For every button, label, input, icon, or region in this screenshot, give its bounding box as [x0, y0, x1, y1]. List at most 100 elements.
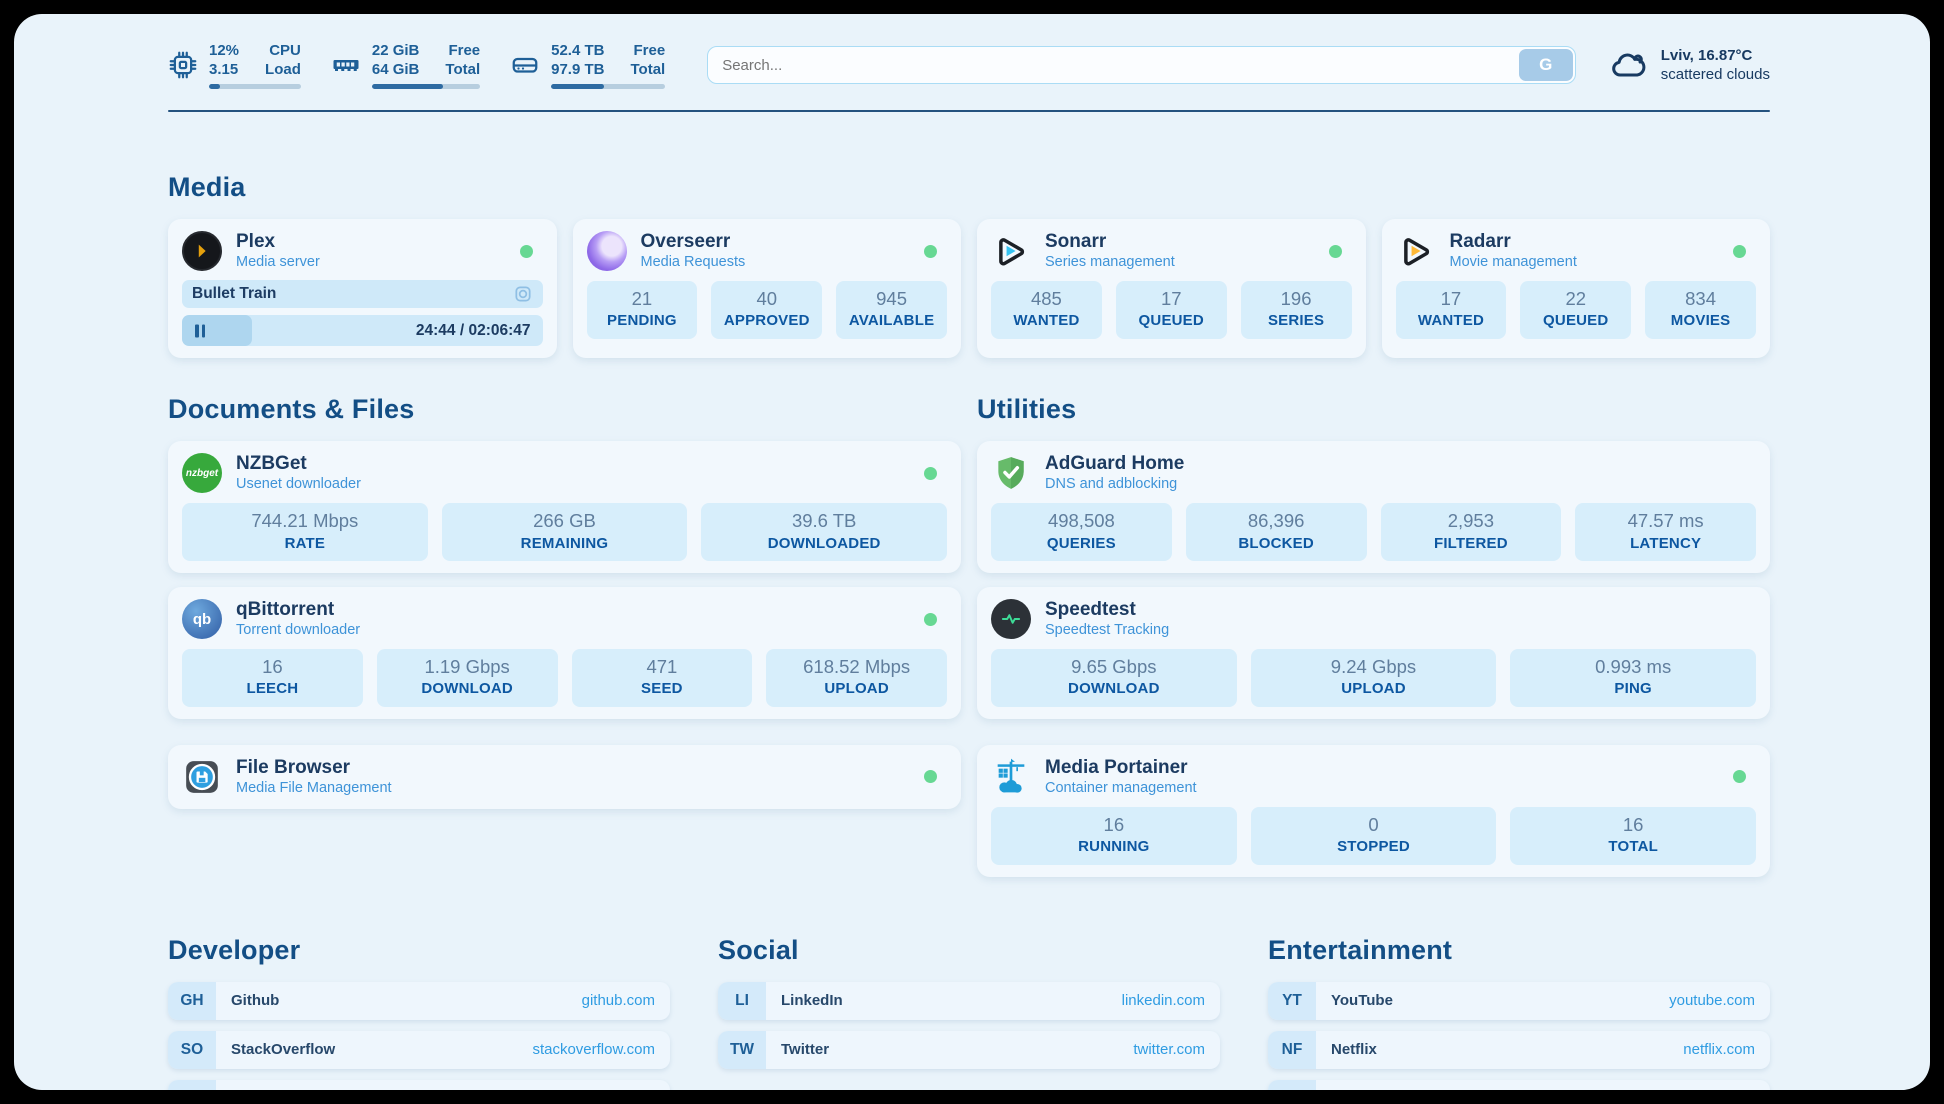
section-developer: Developer GH Github github.com SO StackO…: [168, 935, 670, 1090]
link-netflix[interactable]: NF Netflix netflix.com: [1268, 1030, 1770, 1069]
stat-queries: 498,508 QUERIES: [991, 503, 1172, 562]
pause-button[interactable]: [193, 322, 207, 339]
disk-total-label: Total: [630, 61, 666, 78]
status-dot: [1328, 244, 1342, 258]
stat-label: TOTAL: [1608, 838, 1658, 856]
stat-value: 9.24 Gbps: [1330, 656, 1417, 678]
filebrowser-icon: [182, 757, 222, 797]
app-title: AdGuard Home: [1045, 453, 1185, 475]
link-badge: LI: [718, 981, 766, 1020]
section-entertainment: Entertainment YT YouTube youtube.com NF …: [1268, 935, 1770, 1090]
ram-icon: [333, 60, 359, 71]
link-stackoverflow[interactable]: SO StackOverflow stackoverflow.com: [168, 1030, 670, 1069]
section-utilities: Utilities: [977, 394, 1770, 877]
disk-total-value: 97.9 TB: [551, 61, 605, 78]
link-twitter[interactable]: TW Twitter twitter.com: [718, 1030, 1220, 1069]
disk-stat-group: 52.4 TB 97.9 TB Free Total: [510, 41, 666, 90]
stat-value: 0.993 ms: [1595, 656, 1672, 678]
section-documents: Documents & Files nzbget NZBGet Usenet d…: [168, 394, 961, 876]
link-url[interactable]: stackoverflow.com: [532, 1041, 655, 1059]
link-linkedin[interactable]: LI LinkedIn linkedin.com: [718, 981, 1220, 1020]
disk-progress-track: [551, 84, 666, 90]
disk-free-value: 52.4 TB: [551, 41, 605, 59]
app-title: File Browser: [236, 756, 351, 778]
documents-section-title: Documents & Files: [168, 394, 415, 425]
card-nzbget[interactable]: nzbget NZBGet Usenet downloader 744.21 M…: [168, 441, 961, 574]
link-name: Netflix: [1331, 1041, 1377, 1059]
stat-label: MOVIES: [1670, 312, 1731, 330]
stat-total: 16 TOTAL: [1510, 807, 1756, 865]
stat-value: 21: [631, 288, 653, 310]
ram-free-label: Free: [448, 41, 481, 59]
stat-queued: 17 QUEUED: [1115, 281, 1227, 339]
ram-progress-track: [371, 84, 481, 90]
stat-label: WANTED: [1013, 312, 1080, 330]
link-badge: GH: [168, 981, 216, 1020]
stat-download: 1.19 Gbps DOWNLOAD: [376, 649, 558, 707]
link-github[interactable]: GH Github github.com: [168, 981, 670, 1020]
card-radarr[interactable]: Radarr Movie management 17 WANTED 22 QUE…: [1381, 219, 1770, 359]
media-section-title: Media: [168, 172, 246, 202]
app-title: Plex: [236, 231, 276, 252]
section-social: Social LI LinkedIn linkedin.com TW Twitt…: [718, 935, 1220, 1090]
stat-value: 39.6 TB: [791, 510, 857, 532]
card-plex[interactable]: Plex Media server Bullet Train: [168, 219, 557, 359]
app-subtitle: Media Requests: [640, 253, 746, 270]
session-icon[interactable]: [513, 284, 533, 304]
link-url[interactable]: netflix.com: [1683, 1041, 1755, 1059]
link-reddit[interactable]: RE Reddit reddit.com: [1268, 1079, 1770, 1090]
search-input[interactable]: [707, 46, 1576, 84]
stat-label: DOWNLOAD: [1068, 680, 1160, 698]
ram-total-label: Total: [445, 61, 481, 78]
disk-free-label: Free: [633, 41, 666, 59]
app-subtitle: Movie management: [1449, 253, 1577, 270]
stat-value: 1.19 Gbps: [424, 656, 510, 678]
stat-ping: 0.993 ms PING: [1510, 649, 1756, 707]
stat-latency: 47.57 ms LATENCY: [1575, 503, 1756, 562]
stat-label: QUEUED: [1543, 312, 1609, 330]
card-sonarr[interactable]: Sonarr Series management 485 WANTED 17 Q…: [977, 219, 1366, 359]
search-engine-button[interactable]: G: [1518, 49, 1573, 81]
status-dot: [924, 466, 937, 480]
stat-label: QUERIES: [1046, 534, 1116, 552]
ram-free-value: 22 GiB: [371, 41, 420, 59]
link-url[interactable]: github.com: [581, 992, 655, 1010]
card-portainer[interactable]: Media Portainer Container management 16 …: [977, 744, 1770, 877]
card-speedtest[interactable]: Speedtest Speedtest Tracking 9.65 Gbps D…: [977, 587, 1770, 719]
stat-pending: 21 PENDING: [586, 281, 698, 339]
ram-total-value: 64 GiB: [371, 61, 420, 78]
stat-value: 16: [262, 656, 283, 678]
cpu-stat-group: 12% 3.15 CPU Load: [168, 41, 301, 90]
link-url[interactable]: youtube.com: [1669, 992, 1755, 1010]
link-name: Github: [231, 992, 280, 1010]
now-playing-title: Bullet Train: [192, 285, 277, 303]
stat-value: 16: [1622, 814, 1644, 836]
weather-widget: Lviv, 16.87°C scattered clouds: [1610, 46, 1770, 85]
card-filebrowser[interactable]: File Browser Media File Management: [168, 744, 961, 810]
speedtest-icon: [991, 599, 1031, 640]
app-title: NZBGet: [236, 453, 307, 475]
link-name: StackOverflow: [231, 1041, 336, 1059]
cpu-progress-track: [209, 84, 301, 90]
cpu-progress-fill: [209, 84, 221, 90]
stat-value: 9.65 Gbps: [1071, 656, 1157, 678]
stat-label: BLOCKED: [1238, 534, 1314, 552]
link-dev[interactable]: DT DEV dev.to: [168, 1079, 670, 1090]
status-dot: [1733, 770, 1746, 784]
ram-progress-fill: [371, 84, 444, 90]
playback-time: 24:44 / 02:06:47: [415, 321, 531, 339]
stat-queued: 22 QUEUED: [1520, 281, 1632, 339]
card-overseerr[interactable]: Overseerr Media Requests 21 PENDING 40 A…: [572, 219, 961, 359]
card-adguard[interactable]: AdGuard Home DNS and adblocking 498,508 …: [977, 441, 1770, 574]
link-url[interactable]: linkedin.com: [1121, 992, 1205, 1010]
nzbget-icon-text: nzbget: [185, 467, 219, 479]
stat-value: 471: [646, 656, 678, 678]
stat-downloaded: 39.6 TB DOWNLOADED: [701, 503, 947, 562]
section-media: Media Plex Media server: [168, 172, 1770, 359]
weather-condition: scattered clouds: [1660, 66, 1770, 83]
card-qbittorrent[interactable]: qb qBittorrent Torrent downloader 16: [168, 587, 961, 719]
stat-label: SEED: [641, 680, 683, 698]
stat-filtered: 2,953 FILTERED: [1380, 503, 1562, 562]
link-url[interactable]: twitter.com: [1133, 1041, 1205, 1059]
link-youtube[interactable]: YT YouTube youtube.com: [1268, 981, 1770, 1020]
